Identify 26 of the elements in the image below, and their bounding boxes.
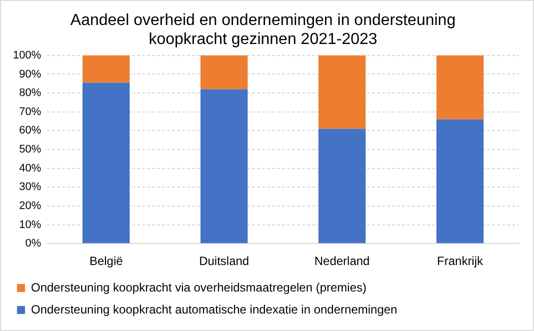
bar <box>318 128 366 244</box>
x-tick-label: Duitsland <box>199 254 250 268</box>
legend-label: Ondersteuning koopkracht via overheidsmaatregelen (premies) <box>31 280 367 294</box>
bar <box>200 89 248 244</box>
bar <box>82 82 130 244</box>
bar <box>436 119 484 244</box>
bar <box>200 55 248 90</box>
y-tick-label: 20% <box>19 200 42 212</box>
y-tick-label: 100% <box>12 49 42 62</box>
y-tick-label: 70% <box>19 106 42 118</box>
y-tick-label: 10% <box>19 218 42 231</box>
bar <box>436 55 484 120</box>
x-tick-label: Nederland <box>314 254 370 268</box>
y-tick-label: 90% <box>19 68 42 80</box>
y-tick-label: 40% <box>19 162 42 174</box>
y-tick-label: 30% <box>19 181 42 194</box>
y-tick-label: 60% <box>19 124 42 137</box>
bar <box>318 55 366 129</box>
x-tick-label: Frankrijk <box>437 254 484 268</box>
y-tick-label: 80% <box>19 87 42 100</box>
y-tick-label: 50% <box>19 144 42 156</box>
x-tick-label: België <box>89 254 124 268</box>
legend-label: Ondersteuning koopkracht automatische indexatie in ondernemingen <box>31 302 398 316</box>
chart-title: Aandeel overheid en ondernemingen in ondersteuning koopkracht gezinnen 2021-2023 <box>70 12 456 48</box>
y-tick-label: 0% <box>25 238 42 250</box>
bar <box>82 55 130 83</box>
